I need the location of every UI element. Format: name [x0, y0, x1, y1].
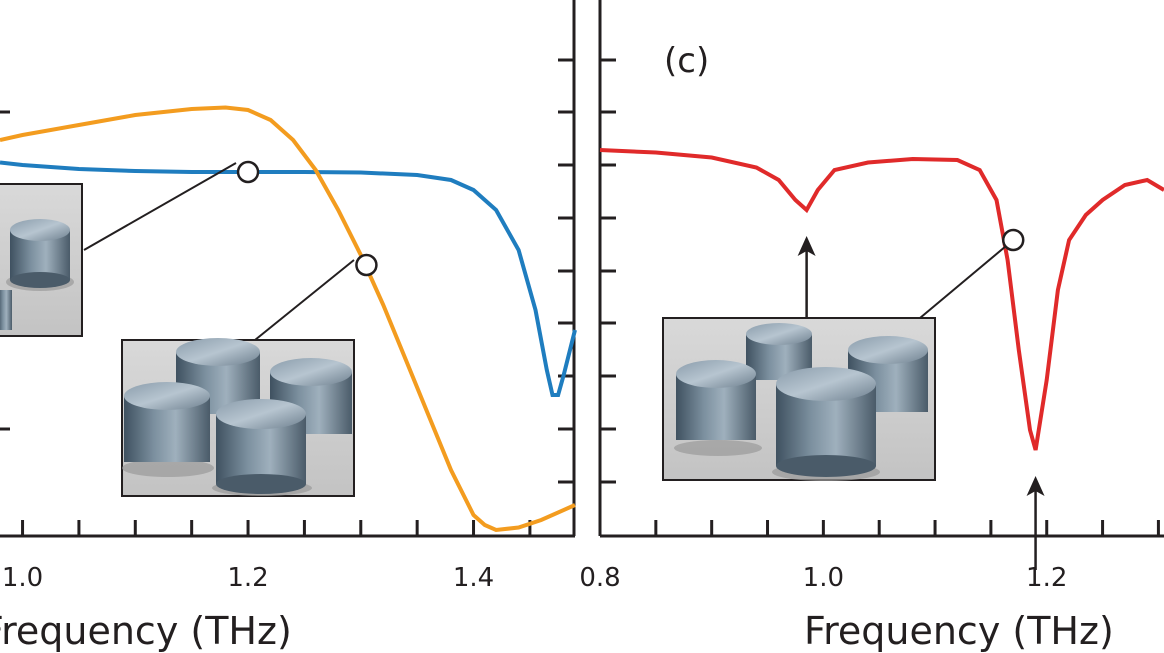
right-x-ticks	[654, 520, 1160, 536]
marker-point	[236, 160, 260, 184]
x-tick-label: 1.4	[453, 563, 494, 593]
left-x-tick-labels: 1.0 1.2 1.4	[2, 563, 494, 593]
left-x-axis-title: Frequency (THz)	[0, 609, 292, 653]
resonance-arrow	[797, 236, 816, 330]
inset-cylinders-3	[662, 235, 1019, 481]
left-plot-frame	[0, 0, 576, 538]
left-panel: 1.0 1.2 1.4 Frequency (THz)	[0, 0, 577, 653]
left-markers	[236, 160, 378, 277]
cylinder	[772, 367, 880, 481]
resonance-arrows	[797, 236, 1045, 570]
x-tick-label: 1.2	[1026, 563, 1067, 593]
series-orange-line	[0, 105, 576, 533]
cylinder	[122, 382, 214, 477]
series-blue-line	[0, 160, 577, 397]
marker-point	[1001, 228, 1025, 252]
right-plot-area	[599, 148, 1164, 570]
x-tick-label: 1.2	[227, 563, 268, 593]
cylinder	[6, 219, 74, 291]
panel-label: (c)	[664, 41, 709, 81]
right-plot-frame	[598, 0, 1164, 538]
right-x-axis-title: Frequency (THz)	[804, 609, 1114, 653]
x-tick-label: 1.0	[2, 563, 43, 593]
right-markers	[1001, 228, 1025, 252]
right-panel: 0.8 1.0 1.2 Frequency (THz) (c)	[579, 0, 1164, 653]
cylinder	[674, 360, 762, 456]
left-plot-area	[0, 105, 577, 533]
inset-cylinders-1	[0, 162, 237, 337]
right-y-ticks	[600, 58, 616, 484]
resonance-arrow	[1026, 476, 1045, 570]
marker-point	[355, 253, 378, 277]
series-red-line	[599, 148, 1164, 451]
x-tick-label: 0.8	[579, 563, 620, 593]
cylinder	[0, 290, 12, 330]
inset-cylinders-2	[121, 259, 355, 497]
x-tick-label: 1.0	[803, 563, 844, 593]
left-x-ticks	[21, 520, 532, 536]
cylinder	[212, 399, 312, 496]
right-x-tick-labels: 0.8 1.0 1.2	[579, 563, 1067, 593]
